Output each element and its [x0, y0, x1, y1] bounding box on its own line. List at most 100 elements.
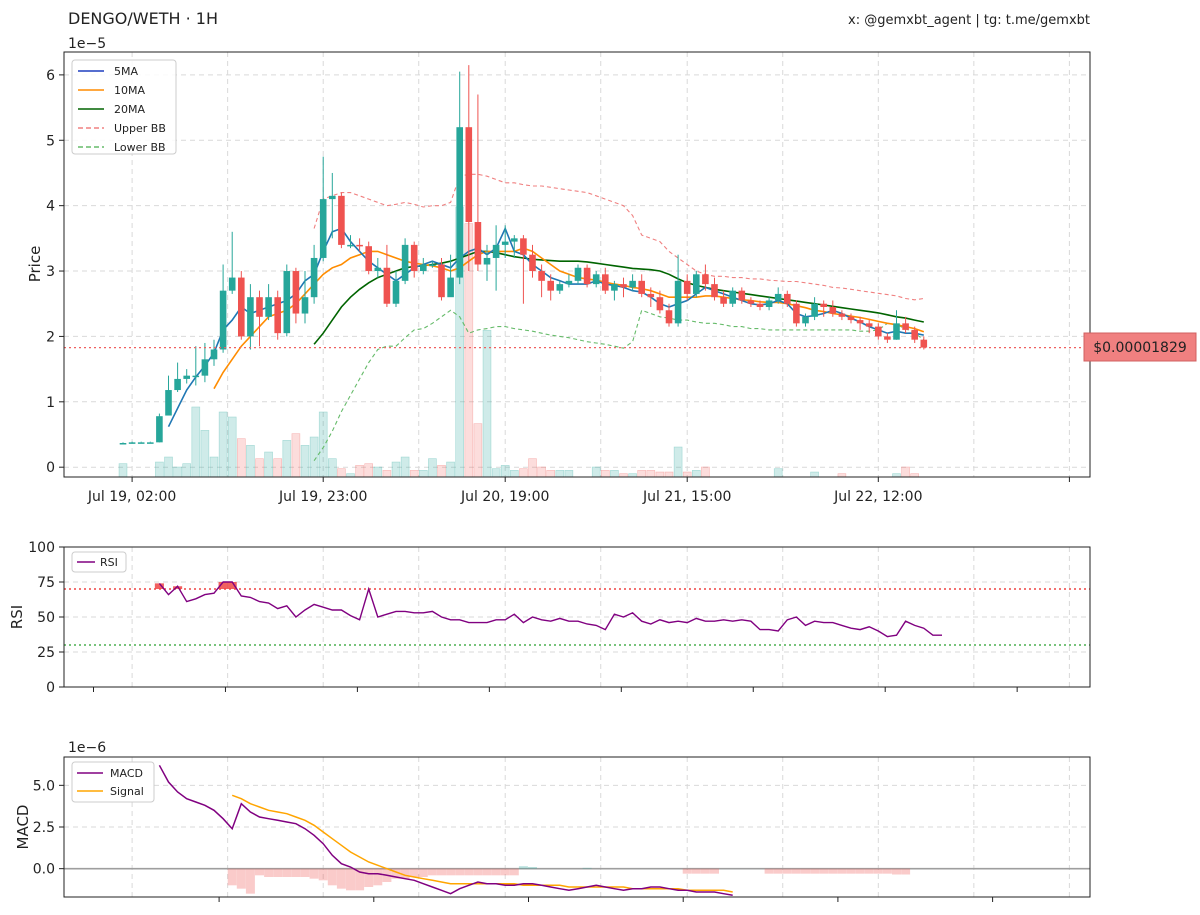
legend-5ma: 5MA: [114, 65, 138, 78]
price-y-tick-label: 3: [46, 264, 55, 280]
macd-hist-bar: [255, 868, 264, 876]
volume-bar: [391, 461, 401, 478]
credits-text: x: @gemxbt_agent | tg: t.me/gemxbt: [848, 13, 1090, 28]
candle-body: [638, 280, 645, 294]
macd-hist-bar: [327, 868, 337, 886]
candle-body: [893, 323, 900, 340]
volume-bar: [337, 468, 346, 478]
macd-hist-bar: [691, 868, 701, 874]
price-panel-bg: [64, 52, 1090, 477]
macd-hist-bar: [236, 868, 246, 889]
volume-bar: [619, 473, 628, 478]
candles: [119, 65, 928, 445]
macd-hist-bar: [518, 866, 528, 869]
macd-panel: 0.0 2.5 5.0 1e−6 MACD MACD Signal: [14, 740, 1091, 902]
volume-bar: [400, 456, 410, 478]
macd-y-tick-label: 0.0: [33, 862, 55, 878]
rsi-x-ticks: [93, 687, 1018, 692]
candle-body: [210, 349, 218, 360]
candle-body: [474, 222, 482, 265]
candle-body: [192, 375, 200, 378]
macd-y-label: MACD: [14, 805, 32, 850]
candle-body: [829, 307, 837, 314]
candle-body: [183, 375, 190, 379]
candle-body: [274, 297, 281, 334]
candle-body: [602, 274, 609, 291]
candle-body: [265, 297, 272, 317]
price-x-tick-label: Jul 22, 12:00: [833, 489, 922, 505]
candle-body: [865, 323, 873, 327]
volume-bar: [246, 445, 255, 478]
candle-body: [738, 290, 746, 301]
candle-body: [365, 246, 372, 272]
macd-hist-bar: [446, 868, 456, 876]
price-y-ticks: 0 1 2 3 4 5 6: [46, 68, 64, 476]
macd-hist-bar: [409, 868, 419, 877]
volume-bar: [355, 465, 364, 478]
candle-body: [128, 442, 136, 444]
candle-body: [247, 297, 254, 337]
candle-body: [429, 264, 436, 266]
volume-bar: [255, 458, 264, 478]
macd-hist-bar: [336, 868, 346, 889]
volume-bar: [546, 470, 556, 478]
volume-bar: [673, 446, 683, 478]
volume-bar: [600, 470, 610, 478]
candle-body: [283, 271, 291, 334]
candle-body: [902, 323, 909, 330]
macd-hist-bar: [500, 868, 510, 876]
macd-y-tick-label: 2.5: [33, 820, 55, 836]
candle-body: [483, 257, 491, 265]
macd-hist-bar: [437, 868, 446, 876]
candle-body: [611, 284, 618, 291]
macd-hist-bar: [427, 868, 437, 876]
candle-body: [911, 329, 918, 340]
volume-bar: [300, 445, 310, 478]
candle-body: [310, 257, 318, 298]
legend-rsi: RSI: [100, 556, 118, 569]
volume-bar: [346, 473, 355, 478]
macd-hist-bar: [837, 868, 847, 874]
rsi-y-tick-label: 50: [37, 610, 55, 626]
candle-body: [720, 297, 727, 304]
macd-grid: [64, 757, 1090, 897]
candle-body: [456, 127, 463, 278]
volume-bar: [118, 463, 128, 478]
candle-body: [683, 280, 691, 294]
candle-body: [511, 238, 518, 242]
candle-body: [383, 267, 391, 304]
price-x-tick-label: Jul 21, 15:00: [642, 489, 731, 505]
volume-bar: [309, 436, 319, 478]
volume-bar: [555, 470, 565, 478]
candle-body: [556, 284, 564, 291]
candle-body: [793, 303, 800, 324]
volume-bar: [446, 461, 455, 478]
volume-bar: [509, 470, 519, 478]
volume-bar: [182, 463, 191, 478]
candle-body: [228, 277, 236, 291]
price-grid: [64, 52, 1090, 477]
candle-body: [747, 300, 755, 304]
candle-body: [583, 267, 591, 285]
macd-hist-bar: [855, 868, 865, 874]
candle-body: [201, 359, 209, 376]
macd-hist-bar: [245, 868, 255, 894]
volume-bar: [682, 471, 692, 478]
macd-hist-bar: [828, 868, 838, 874]
volume-bar: [382, 470, 392, 478]
last-price-tag-box: [1083, 332, 1197, 362]
legend-lower-bb: Lower BB: [114, 141, 166, 154]
volume-bar: [901, 466, 910, 478]
candle-body: [465, 127, 473, 222]
macd-hist-bar: [819, 868, 829, 874]
candle-body: [665, 310, 673, 324]
macd-hist-bar: [282, 868, 292, 877]
candle-body: [811, 303, 818, 317]
candle-body: [547, 280, 554, 291]
macd-hist-bar: [764, 868, 774, 874]
macd-legend-box: [71, 761, 155, 803]
candle-body: [838, 313, 846, 317]
macd-hist-bar: [682, 868, 692, 874]
candle-body: [784, 293, 791, 304]
candle-body: [119, 443, 127, 445]
